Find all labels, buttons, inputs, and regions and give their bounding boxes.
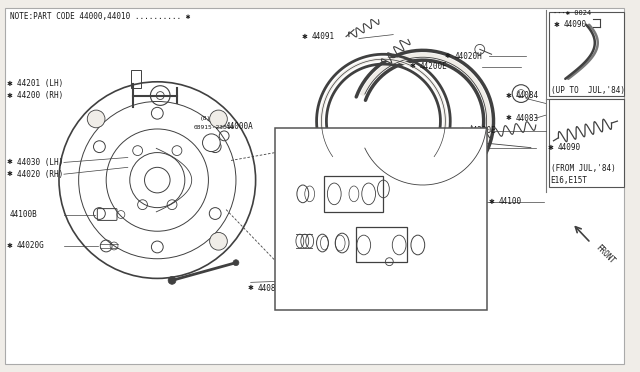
Text: 44090: 44090 (563, 20, 586, 29)
Text: 44200 (RH): 44200 (RH) (17, 91, 63, 100)
Text: 44030 (LH): 44030 (LH) (17, 158, 63, 167)
Text: W: W (210, 140, 213, 145)
Text: ✱: ✱ (7, 243, 13, 249)
Text: ✱: ✱ (346, 284, 352, 290)
Text: ✱: ✱ (282, 220, 288, 226)
Text: 44200B: 44200B (454, 143, 482, 152)
Text: ✱: ✱ (506, 115, 511, 121)
Text: 44112: 44112 (286, 202, 309, 211)
Bar (275, 128, 486, 310)
Text: ✱: ✱ (444, 145, 451, 151)
Text: ✱: ✱ (444, 53, 451, 59)
Bar (324, 176, 383, 212)
Text: 44091: 44091 (312, 32, 335, 41)
Circle shape (87, 110, 105, 128)
Text: 44100B: 44100B (10, 210, 38, 219)
Text: A: A (286, 261, 291, 270)
Text: ✱: ✱ (506, 93, 511, 99)
Text: ✱: ✱ (7, 160, 13, 166)
Text: ✱: ✱ (412, 264, 418, 270)
Text: ✱: ✱ (7, 93, 13, 99)
Text: 44020 (RH): 44020 (RH) (17, 170, 63, 179)
Text: ✱: ✱ (459, 128, 465, 134)
Text: E16,E15T: E16,E15T (550, 176, 588, 185)
Text: ✱: ✱ (276, 203, 282, 210)
Text: 44112: 44112 (335, 266, 358, 275)
Circle shape (210, 232, 227, 250)
Text: 44128: 44128 (292, 219, 315, 228)
Text: 44090: 44090 (557, 143, 580, 152)
Text: FRONT: FRONT (594, 243, 616, 266)
Text: 44100K: 44100K (287, 298, 315, 307)
Text: ✱: ✱ (410, 63, 416, 69)
Text: ✱: ✱ (325, 267, 332, 273)
Text: ✱: ✱ (277, 299, 283, 305)
Text: (UP TO  JUL,'84): (UP TO JUL,'84) (550, 86, 625, 95)
Text: 44020G: 44020G (17, 241, 44, 250)
Text: ✱: ✱ (488, 199, 495, 205)
Text: ✱: ✱ (7, 81, 13, 87)
Text: ✱: ✱ (7, 171, 13, 177)
Text: 44000A: 44000A (226, 122, 254, 131)
Text: NOTE:PART CODE 44000,44010 .......... ✱: NOTE:PART CODE 44000,44010 .......... ✱ (10, 12, 190, 22)
Text: ···✱ 0024: ···✱ 0024 (552, 10, 591, 16)
Text: 44220E: 44220E (469, 126, 497, 135)
Text: 44084: 44084 (515, 91, 538, 100)
Text: ✱: ✱ (548, 145, 554, 151)
Text: ✱: ✱ (374, 189, 380, 195)
Text: 44108: 44108 (422, 263, 445, 272)
Circle shape (210, 110, 227, 128)
Text: (8): (8) (200, 116, 211, 121)
Text: 44083: 44083 (515, 114, 538, 123)
Text: 44124: 44124 (356, 283, 379, 292)
Circle shape (202, 134, 220, 152)
Text: ✱: ✱ (302, 33, 308, 39)
Text: (FROM JUL,'84): (FROM JUL,'84) (550, 164, 615, 173)
Bar (548, 12, 624, 96)
Text: ✱: ✱ (388, 206, 394, 212)
Circle shape (168, 276, 176, 284)
Text: 44124: 44124 (286, 173, 309, 182)
Text: ✱: ✱ (276, 174, 282, 180)
Text: 44081: 44081 (257, 284, 281, 293)
Text: 08915-23810: 08915-23810 (194, 125, 235, 131)
Bar (131, 70, 141, 88)
Text: 44100: 44100 (499, 197, 522, 206)
Text: 44020H: 44020H (454, 52, 482, 61)
Text: 44125: 44125 (398, 204, 421, 213)
Text: 44201 (LH): 44201 (LH) (17, 79, 63, 88)
Text: 44108: 44108 (383, 187, 406, 196)
Bar (548, 99, 624, 187)
Text: ✱: ✱ (276, 263, 282, 269)
Circle shape (233, 260, 239, 266)
Text: ✱: ✱ (248, 285, 253, 291)
Text: 44200E: 44200E (420, 61, 447, 71)
Text: ✱: ✱ (554, 22, 559, 28)
Bar (356, 227, 407, 262)
Text: 44060K: 44060K (315, 150, 342, 159)
